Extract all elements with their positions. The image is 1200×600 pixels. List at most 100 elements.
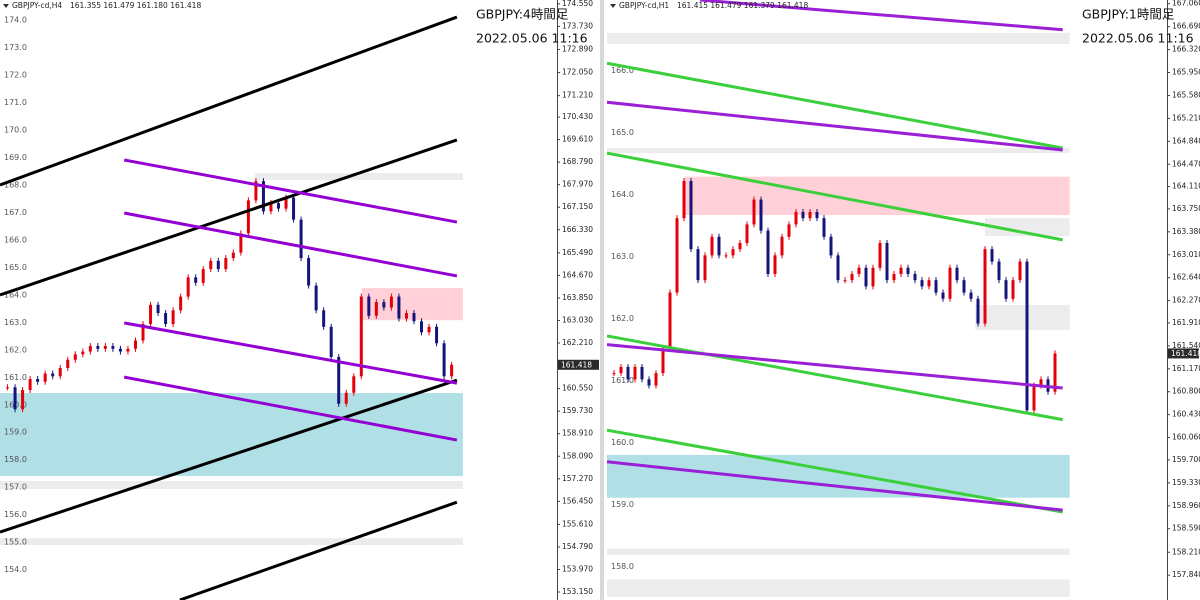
price-zone [684,176,1070,216]
y-tick-label: 158.210 [1172,547,1200,556]
level-label: 164.0 [4,290,27,299]
candle [997,261,1001,281]
candle [976,298,980,324]
candle [96,346,100,349]
trend-line [179,500,458,600]
candle [850,273,854,281]
candle [246,200,250,234]
price-zone [975,304,1070,330]
level-label: 159.0 [611,500,634,509]
candle [801,211,805,219]
price-zone [607,454,1070,498]
candle [367,296,371,316]
y-tick-label: 161.910 [1172,318,1200,327]
trend-line [606,460,1063,512]
y-tick-label: 160.800 [1172,387,1200,396]
candle [397,296,401,319]
level-label: 169.0 [4,153,27,162]
y-tick-label: 158.090 [562,451,593,460]
candle [21,390,25,410]
candle [766,230,770,274]
candle [73,354,77,360]
candle [194,277,198,283]
y-tick-label: 162.270 [1172,296,1200,305]
level-label: 157.0 [4,483,27,492]
candle [808,211,812,219]
candle [934,280,938,293]
candle [675,218,679,293]
y-tick-label: 169.610 [562,135,593,144]
candle [878,242,882,268]
candle [829,236,833,256]
candle [156,304,160,314]
y-tick-label: 157.270 [562,474,593,483]
y-tick-label: 165.950 [1172,68,1200,77]
candle [1004,280,1008,299]
y-tick-label: 164.110 [1172,182,1200,191]
candle [66,359,70,369]
y-tick-label: 164.840 [1172,136,1200,145]
y-tick-label: 153.970 [562,564,593,573]
candle [759,199,763,231]
candle [284,197,288,209]
level-label: 155.0 [4,538,27,547]
y-tick-label: 163.030 [562,315,593,324]
y-tick-label: 171.210 [562,91,593,100]
y-tick-label: 172.050 [562,68,593,77]
level-label: 168.0 [4,180,27,189]
trend-line [606,61,1063,150]
candle [126,348,130,352]
axis-strip [1167,0,1200,600]
candle [871,267,875,287]
trend-line [0,378,458,534]
candle [668,292,672,349]
candle [337,357,341,404]
candle [420,321,424,333]
candle [738,242,742,250]
candle [352,376,356,393]
candle [133,340,137,349]
y-tick-label: 172.890 [562,44,593,53]
price-zone [607,579,1070,597]
trend-line [123,211,458,278]
candle [43,373,47,382]
candle [103,346,107,349]
candle [307,258,311,286]
candle [696,249,700,281]
current-price-box [1168,348,1199,359]
price-zone [0,393,463,477]
current-price-label: 161.418 [561,360,592,369]
candle [314,285,318,311]
candle [1032,385,1036,411]
price-zone [607,548,1070,555]
candle [404,313,408,319]
chart-panel: 174.0 173.0 172.0 171.0 170.0 169.0 168.0 167.0… [0,0,600,600]
candle [382,302,386,308]
symbol-label: GBPJPY-cd,H4 [12,1,62,10]
y-tick-label: 165.490 [562,248,593,257]
level-label: 162.0 [611,314,634,323]
candle [619,366,623,374]
y-tick-label: 159.700 [1172,455,1200,464]
y-tick-label: 159.330 [1172,478,1200,487]
candle [864,267,868,287]
candle [612,373,616,375]
candle [857,267,861,274]
candle [261,181,265,212]
y-tick-label: 155.610 [562,519,593,528]
candle [654,373,658,386]
candle [640,366,644,380]
candle [254,181,258,201]
y-tick-label: 164.470 [1172,159,1200,168]
y-tick-label: 167.150 [562,202,593,211]
level-label: 161.0 [4,373,27,382]
level-label: 172.0 [4,70,27,79]
level-label: 159.0 [4,428,27,437]
candle [359,296,363,377]
candle [171,310,175,325]
y-tick-label: 158.960 [1172,501,1200,510]
price-zone [0,480,463,489]
candle [435,326,439,344]
candle [1025,261,1029,411]
level-label: 163.0 [4,318,27,327]
